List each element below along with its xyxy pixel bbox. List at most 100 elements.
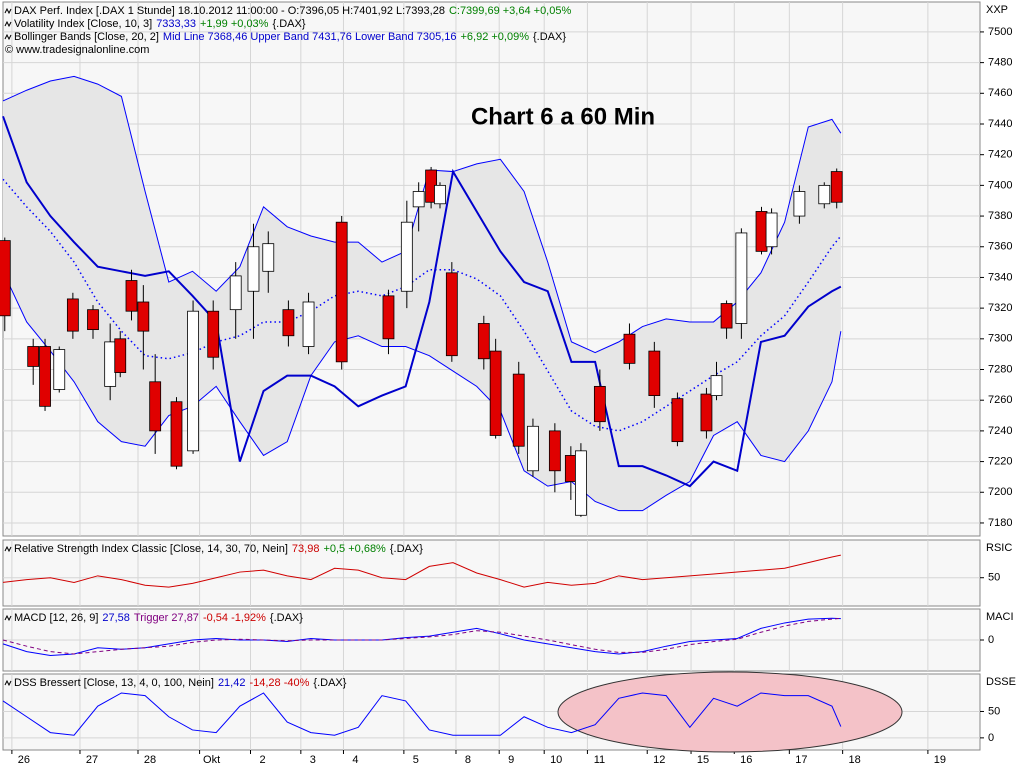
candle-body xyxy=(755,211,768,252)
y-tick-label: 7300 xyxy=(988,333,1012,345)
candle-body xyxy=(137,301,150,332)
highlight-ellipse xyxy=(557,671,903,753)
candle-body xyxy=(170,401,183,467)
header-line: DAX Perf. Index [.DAX 1 Stunde] 18.10.20… xyxy=(14,5,571,17)
series-line xyxy=(2,617,841,655)
x-tick-label: 17 xyxy=(795,754,807,766)
series-line xyxy=(2,554,841,588)
header-part: 7333,33 xyxy=(156,18,196,30)
candle-body xyxy=(262,243,275,272)
header-part: +6,92 +0,09% xyxy=(460,31,529,43)
plot-background xyxy=(2,539,981,607)
candle-body xyxy=(830,171,843,203)
band-area xyxy=(3,76,841,511)
candle-body xyxy=(527,425,539,472)
source: © www.tradesignalonline.com xyxy=(5,44,149,56)
series-line xyxy=(2,115,842,488)
header-part: -0,54 -1,92% xyxy=(203,612,266,624)
header-line: Volatility Index [Close, 10, 3] 7333,33 +1… xyxy=(14,18,306,30)
candle-body xyxy=(125,280,138,312)
y-tick-label: 7200 xyxy=(988,486,1012,498)
x-tick-label: 12 xyxy=(653,754,665,766)
candle-body xyxy=(382,295,395,340)
x-tick-label: 9 xyxy=(508,754,514,766)
header-part: Relative Strength Index Classic [Close, … xyxy=(14,543,288,555)
header-icon xyxy=(4,614,12,622)
header-icon xyxy=(4,545,12,553)
axis-unit: MACI xyxy=(986,611,1014,623)
header-icon xyxy=(4,7,12,15)
marks xyxy=(0,75,843,736)
y-tick-label: 7380 xyxy=(988,210,1012,222)
axis-unit: XXP xyxy=(986,4,1008,16)
y-tick-label: 7220 xyxy=(988,455,1012,467)
candle-body xyxy=(27,346,40,367)
candle-body xyxy=(700,393,713,432)
series-line xyxy=(2,692,842,736)
header-part: 73,98 xyxy=(292,543,320,555)
header-line: Relative Strength Index Classic [Close, … xyxy=(14,543,423,555)
y-tick-label: 7240 xyxy=(988,425,1012,437)
header-part: {.DAX} xyxy=(313,677,346,689)
header-part: 27,58 xyxy=(102,612,130,624)
candle-body xyxy=(575,450,587,516)
y-tick-label: 7420 xyxy=(988,149,1012,161)
header-part: 21,42 xyxy=(218,677,246,689)
candle-body xyxy=(720,303,733,329)
candle-body xyxy=(0,240,11,317)
x-tick-label: 4 xyxy=(352,754,358,766)
candle-body xyxy=(548,430,561,472)
y-tick-label: 7500 xyxy=(988,26,1012,38)
labels: XXP 7180 7200 7220 7240 7260 7280 7300 7320 7340 7… xyxy=(4,4,1016,766)
header-part: +0,5 +0,68% xyxy=(323,543,386,555)
header-part: Volatility Index [Close, 10, 3] xyxy=(14,18,152,30)
x-tick-label: 5 xyxy=(413,754,419,766)
candle-body xyxy=(66,298,79,332)
header-part: MACD [12, 26, 9] xyxy=(14,612,98,624)
candle-body xyxy=(187,310,199,452)
candle-body xyxy=(434,184,446,205)
y-tick-label: 7260 xyxy=(988,394,1012,406)
candle-body xyxy=(793,191,806,217)
x-tick-label: 16 xyxy=(740,754,752,766)
axis-unit: RSIC xyxy=(986,542,1012,554)
header-part: Mid Line 7368,46 Upper Band 7431,76 Lowe… xyxy=(163,31,457,43)
header-part: Trigger 27,87 xyxy=(134,612,199,624)
x-tick-label: 10 xyxy=(550,754,562,766)
candle-body xyxy=(114,338,127,373)
header-line: Bollinger Bands [Close, 20, 2] Mid Line 7… xyxy=(14,31,566,43)
y-tick-label: 7400 xyxy=(988,179,1012,191)
x-tick-label: 2 xyxy=(259,754,265,766)
header-icon xyxy=(4,33,12,41)
y-tick-label: 50 xyxy=(988,572,1000,584)
x-tick-label: 8 xyxy=(465,754,471,766)
candle-body xyxy=(39,346,51,407)
candle-body xyxy=(445,272,458,357)
y-tick-label: 50 xyxy=(988,705,1000,717)
header-part: -14,28 -40% xyxy=(249,677,309,689)
candle-body xyxy=(282,309,295,337)
chart-title: Chart 6 a 60 Min xyxy=(471,103,655,130)
candle-body xyxy=(489,350,502,436)
candle-body xyxy=(818,184,831,205)
header-part: {.DAX} xyxy=(533,31,566,43)
candle-body xyxy=(87,309,99,331)
candle-body xyxy=(710,375,723,396)
header-part: +1,99 +0,03% xyxy=(200,18,269,30)
y-tick-label: 7280 xyxy=(988,363,1012,375)
candle-body xyxy=(623,333,636,364)
candle-body xyxy=(335,221,348,363)
x-tick-label: 18 xyxy=(849,754,861,766)
x-tick-label: Okt xyxy=(203,754,220,766)
x-tick-label: 27 xyxy=(86,754,98,766)
header-part: C:7399,69 +3,64 +0,05% xyxy=(449,5,572,17)
candle-body xyxy=(400,221,413,292)
header-icon xyxy=(4,20,12,28)
y-tick-label: 7180 xyxy=(988,517,1012,529)
candle-body xyxy=(593,385,606,423)
header-part: {.DAX} xyxy=(270,612,303,624)
candle-body xyxy=(53,349,66,390)
header-part: DSS Bressert [Close, 13, 4, 0, 100, Nein… xyxy=(14,677,214,689)
header-part: DAX Perf. Index [.DAX 1 Stunde] 18.10.20… xyxy=(14,5,445,17)
